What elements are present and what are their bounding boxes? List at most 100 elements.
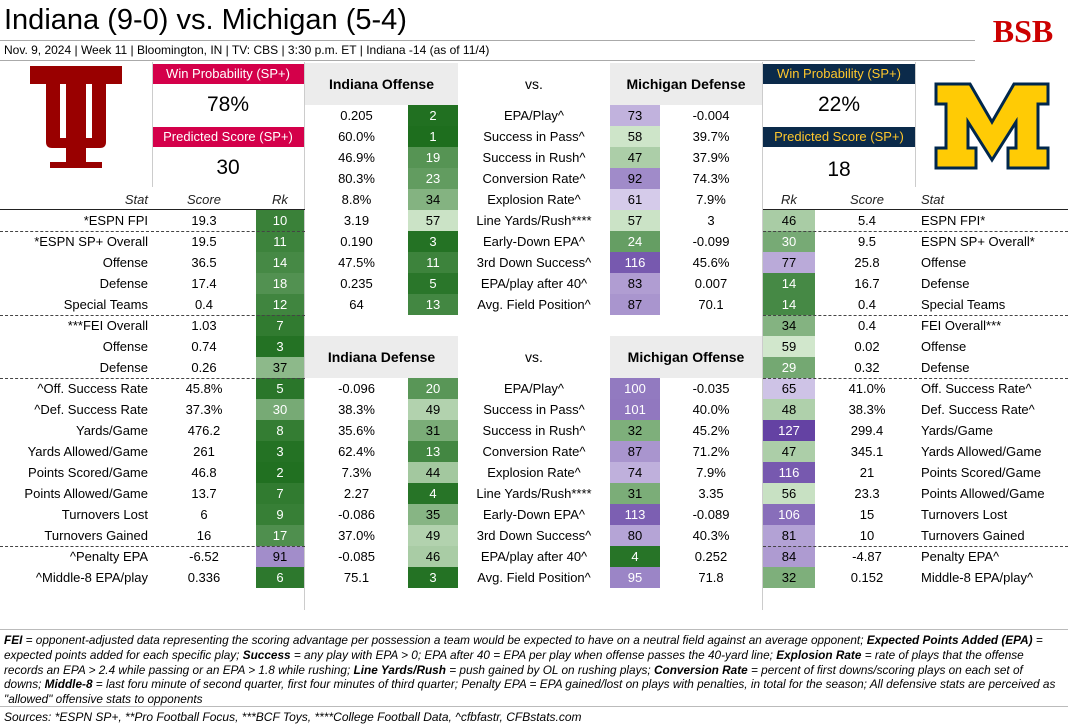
stat-label: Turnovers Lost [61,507,148,522]
matchup-stat-label: Line Yards/Rush**** [476,213,592,228]
right-rank-badge: 74 [610,462,660,483]
stat-label: Turnovers Gained [921,528,1025,543]
right-rank-badge: 95 [610,567,660,588]
table-row: ^Middle-8 EPA/play 0.336 6 [0,567,305,588]
left-value: 75.1 [343,570,370,585]
table-row: 127 299.4 Yards/Game [763,420,1068,441]
left-col-rk-header: Rk [272,192,288,207]
rank-badge: 2 [256,462,304,483]
stat-label: Points Allowed/Game [24,486,148,501]
table-row: Offense 0.74 3 [0,336,305,357]
table-row: 60.0% 1 Success in Pass^ 58 39.7% [305,126,762,147]
stat-score: 21 [859,465,875,480]
stat-score: -6.52 [189,549,219,564]
stat-score: 41.0% [848,381,886,396]
matchup2-right-title: Michigan Offense [610,336,762,378]
sources-line: Sources: *ESPN SP+, **Pro Football Focus… [4,710,582,724]
stat-score: 19.5 [191,234,217,249]
rank-badge: 14 [763,273,815,294]
definition: = push gained by OL on rushing plays; [445,662,654,677]
matchup-stat-label: 3rd Down Success^ [476,528,592,543]
right-value: 3.35 [698,486,724,501]
rank-badge: 18 [256,273,304,294]
rank-badge: 29 [763,357,815,378]
stat-score: 46.8 [191,465,217,480]
left-value: 3.19 [343,213,370,228]
left-rank-badge: 13 [408,441,458,462]
indiana-win-prob: 78% [206,93,250,116]
left-rank-badge: 5 [408,273,458,294]
definition: = last foru minute of second quarter, fi… [4,677,1056,707]
right-rank-badge: 47 [610,147,660,168]
left-rank-badge: 46 [408,546,458,567]
left-value: 0.235 [340,276,373,291]
left-value: 46.9% [338,150,375,165]
left-col-score-header: Score [187,192,221,207]
left-rank-badge: 35 [408,504,458,525]
matchup-stat-label: EPA/play after 40^ [480,549,588,564]
stat-score: 345.1 [850,444,884,459]
left-rank-badge: 23 [408,168,458,189]
rank-badge: 5 [256,378,304,399]
matchup-stat-label: Avg. Field Position^ [477,297,591,312]
rank-badge: 37 [256,357,304,378]
stat-label: Yards Allowed/Game [27,444,148,459]
stat-score: 1.03 [191,318,217,333]
stat-score: 0.26 [191,360,217,375]
matchup-stat-label: Early-Down EPA^ [483,234,585,249]
stat-score: 25.8 [854,255,880,270]
bsb-logo: BSB [993,13,1053,49]
table-row: *ESPN FPI 19.3 10 [0,210,305,231]
rank-badge: 30 [256,399,304,420]
table-row: 56 23.3 Points Allowed/Game [763,483,1068,504]
stat-label: Turnovers Gained [44,528,148,543]
rank-badge: 14 [763,294,815,315]
matchup-stat-label: Conversion Rate^ [482,444,586,459]
left-rank-badge: 11 [408,252,458,273]
left-rank-badge: 57 [408,210,458,231]
left-value: 37.0% [338,528,375,543]
divider [763,546,1068,547]
table-row: *ESPN SP+ Overall 19.5 11 [0,231,305,252]
table-row: ***FEI Overall 1.03 7 [0,315,305,336]
stat-score: 10 [859,528,875,543]
right-rank-badge: 116 [610,252,660,273]
left-value: 2.27 [343,486,370,501]
rank-badge: 46 [763,210,815,231]
stat-label: ***FEI Overall [67,318,148,333]
table-row: 65 41.0% Off. Success Rate^ [763,378,1068,399]
left-value: 35.6% [338,423,375,438]
right-rank-badge: 57 [610,210,660,231]
right-rank-badge: 87 [610,294,660,315]
stat-score: 17.4 [191,276,217,291]
right-rank-badge: 80 [610,525,660,546]
right-value: 70.1 [698,297,724,312]
left-rank-badge: 49 [408,525,458,546]
term: Success [242,647,291,662]
divider [0,209,305,210]
rank-badge: 106 [763,504,815,525]
term: Conversion Rate [653,662,748,677]
stat-score: 0.336 [187,570,221,585]
rank-badge: 48 [763,399,815,420]
table-row: 0.235 5 EPA/play after 40^ 83 0.007 [305,273,762,294]
matchup-stat-label: Success in Rush^ [482,423,586,438]
stat-score: 13.7 [191,486,217,501]
game-info: Nov. 9, 2024 | Week 11 | Bloomington, IN… [4,43,490,57]
left-value: 47.5% [338,255,375,270]
rank-badge: 116 [763,462,815,483]
table-row: -0.085 46 EPA/play after 40^ 4 0.252 [305,546,762,567]
divider [763,378,1068,379]
stat-score: 0.152 [850,570,884,585]
rank-badge: 127 [763,420,815,441]
definition: = expected points added for each specifi… [4,633,1043,662]
stat-label: ^Penalty EPA [69,549,148,564]
footnotes: FEI = opponent-adjusted data representin… [4,633,1062,707]
left-value: 38.3% [338,402,375,417]
stat-score: 23.3 [854,486,880,501]
table-row: Special Teams 0.4 12 [0,294,305,315]
table-row: ^Penalty EPA -6.52 91 [0,546,305,567]
left-rank-badge: 4 [408,483,458,504]
stat-score: 15 [859,507,875,522]
divider [0,60,975,61]
